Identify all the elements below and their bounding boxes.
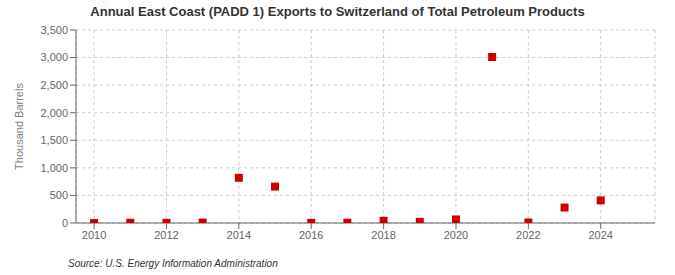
svg-text:2010: 2010 [82, 229, 106, 241]
svg-text:3,500: 3,500 [40, 24, 68, 36]
svg-text:2,500: 2,500 [40, 79, 68, 91]
svg-text:2014: 2014 [227, 229, 251, 241]
svg-text:2020: 2020 [444, 229, 468, 241]
svg-text:2018: 2018 [371, 229, 395, 241]
svg-text:2012: 2012 [154, 229, 178, 241]
svg-text:1,500: 1,500 [40, 134, 68, 146]
svg-text:3,000: 3,000 [40, 51, 68, 63]
svg-text:2016: 2016 [299, 229, 323, 241]
svg-text:2022: 2022 [516, 229, 540, 241]
svg-text:Thousand Barrels: Thousand Barrels [13, 83, 25, 170]
svg-text:500: 500 [50, 189, 68, 201]
svg-text:2024: 2024 [588, 229, 612, 241]
svg-text:2,000: 2,000 [40, 107, 68, 119]
html-text:Annual East Coast (PADD 1) Exp: Annual East Coast (PADD 1) Exports to Sw… [90, 4, 585, 19]
svg-text:1,000: 1,000 [40, 162, 68, 174]
svg-text:0: 0 [62, 217, 68, 229]
html-text:Source: U.S. Energy Informatio: Source: U.S. Energy Information Administ… [68, 258, 278, 269]
